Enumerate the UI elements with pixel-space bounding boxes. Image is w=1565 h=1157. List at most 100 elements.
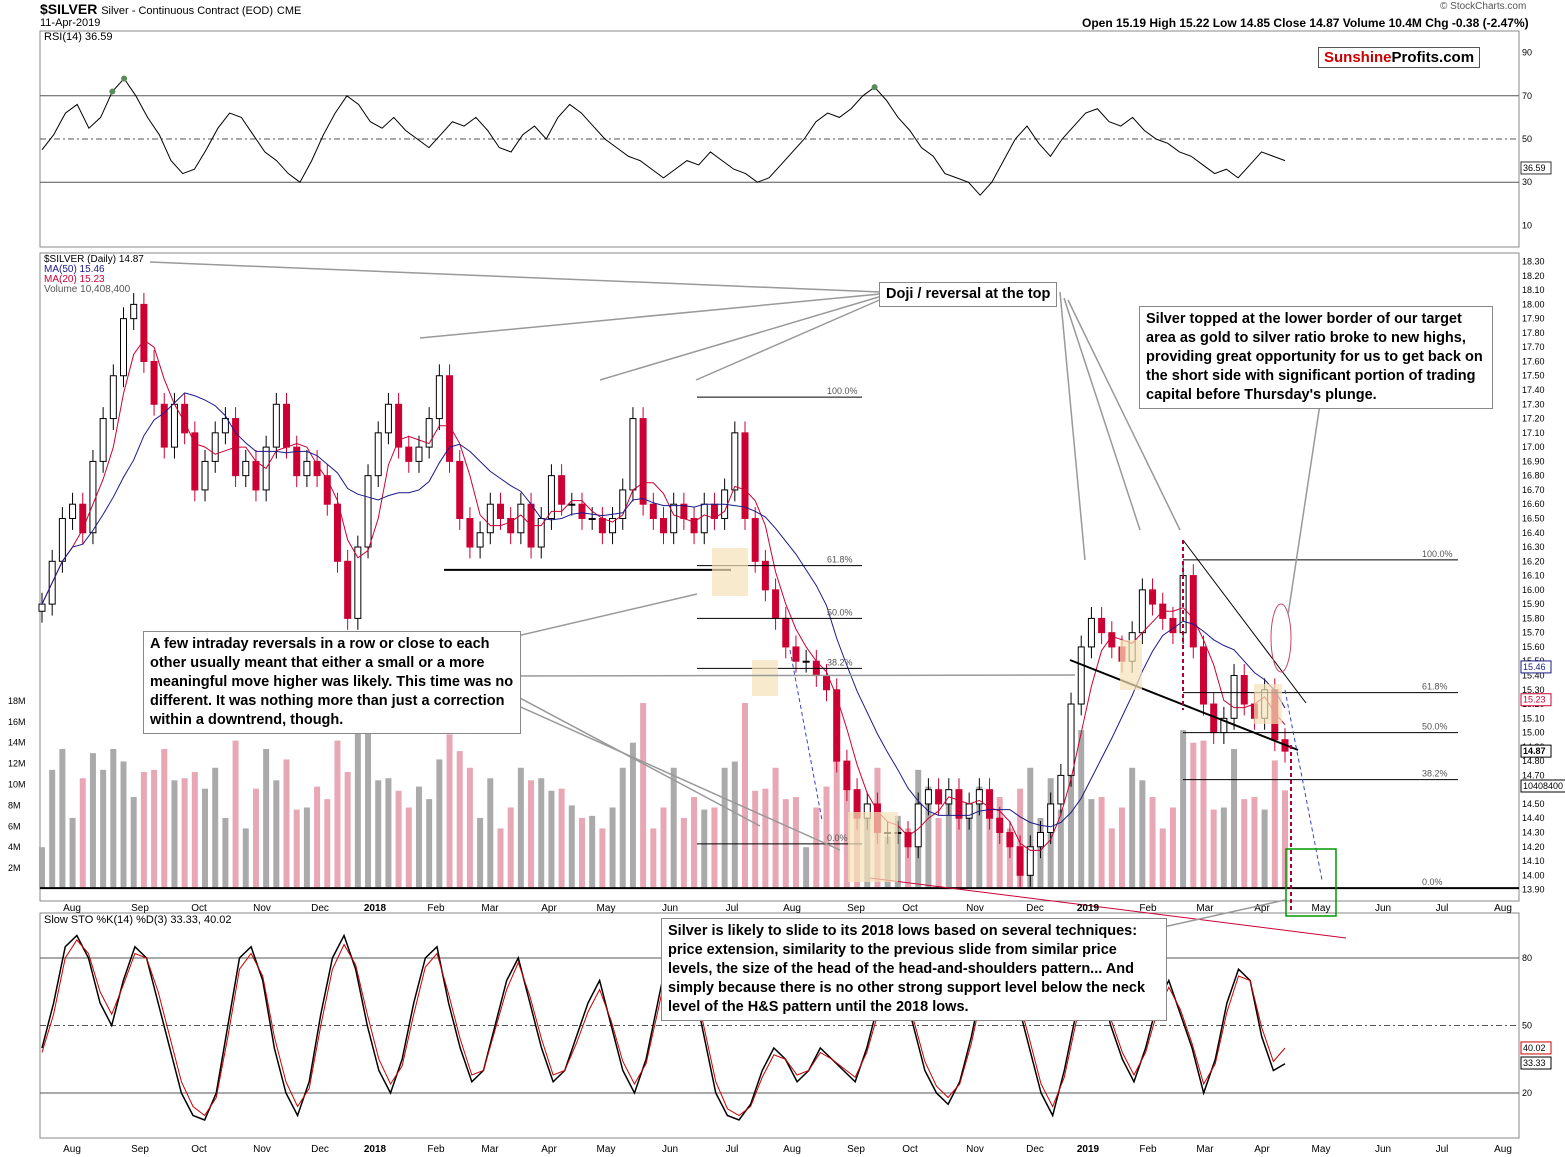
price-candle <box>476 532 484 548</box>
rsi-overbought-mark <box>871 84 878 91</box>
volume-bar <box>232 740 239 889</box>
volume-bar <box>69 817 76 889</box>
volume-bar <box>752 790 759 889</box>
price-candle <box>588 517 596 520</box>
price-candle <box>629 418 637 491</box>
price-candle <box>914 803 922 848</box>
sto-x-tick-label: 2019 <box>1077 1144 1100 1155</box>
annotation-pointer <box>695 297 885 381</box>
annotation-pointer <box>1287 403 1321 616</box>
volume-bar <box>548 790 555 889</box>
volume-bar <box>640 702 647 889</box>
price-candle <box>405 446 413 462</box>
annotation-pointer <box>599 295 883 381</box>
volume-tick-label: 12M <box>8 759 26 769</box>
price-candle <box>79 503 87 534</box>
rsi-value-label: 36.59 <box>1523 163 1546 173</box>
price-candle <box>1138 589 1146 634</box>
sto-x-tick-label: Jun <box>662 1144 678 1155</box>
volume-tick-label: 10M <box>8 780 26 790</box>
sto-title: Slow STO %K(14) %D(3) 33.33, 40.02 <box>44 914 232 926</box>
volume-bar <box>1149 797 1156 889</box>
price-candle <box>772 589 780 619</box>
annotation-pointer <box>1149 899 1286 931</box>
volume-bar <box>273 780 280 889</box>
volume-bar <box>89 753 96 889</box>
sto-x-tick-label: Jun <box>1375 1144 1391 1155</box>
sto-x-tick-label: Dec <box>1026 1144 1044 1155</box>
downtrend-line <box>1182 539 1307 704</box>
volume-tick-label: 6M <box>8 821 21 831</box>
price-candle <box>344 560 352 619</box>
volume-bar <box>1261 809 1268 889</box>
price-candle <box>741 432 749 519</box>
price-x-tick-label: Apr <box>1254 903 1270 914</box>
volume-bar <box>1098 797 1105 889</box>
price-candle <box>1087 617 1095 648</box>
price-candle <box>435 375 443 420</box>
price-tick-label: 15.60 <box>1522 642 1545 652</box>
volume-bar <box>905 828 912 889</box>
volume-bar <box>497 828 504 889</box>
sto-x-tick-label: Nov <box>966 1144 984 1155</box>
price-candle <box>833 689 841 762</box>
annotation-slide: Silver is likely to slide to its 2018 lo… <box>661 918 1167 1021</box>
volume-bar <box>1118 807 1125 889</box>
volume-bar <box>986 799 993 889</box>
price-candle <box>710 503 718 519</box>
price-candle <box>792 646 800 662</box>
annotation-intraday-reversals: A few intraday reversals in a row or clo… <box>143 631 521 734</box>
price-tick-label: 17.20 <box>1522 414 1545 424</box>
volume-bar <box>324 799 331 889</box>
volume-bar <box>171 780 178 889</box>
volume-bar <box>507 807 514 889</box>
price-candle <box>670 503 678 534</box>
price-candle <box>486 503 494 534</box>
price-candle <box>649 503 657 519</box>
volume-bar <box>222 817 229 889</box>
volume-bar <box>1200 740 1207 889</box>
price-x-tick-label: Sep <box>131 903 149 914</box>
price-x-tick-label: Aug <box>1494 903 1512 914</box>
price-candle <box>1169 617 1177 634</box>
volume-bar <box>385 778 392 889</box>
sto-x-tick-label: Sep <box>847 1144 865 1155</box>
volume-bar <box>415 786 422 889</box>
price-candle <box>1026 846 1034 876</box>
price-x-tick-label: Dec <box>1026 903 1044 914</box>
price-candle <box>252 460 260 491</box>
price-candle <box>935 789 943 805</box>
price-value-box <box>1520 779 1565 793</box>
price-candle <box>660 517 667 534</box>
price-candle <box>221 418 229 434</box>
price-candle <box>1199 646 1207 705</box>
price-candle <box>547 475 555 519</box>
price-candle <box>364 475 372 548</box>
price-tick-label: 14.70 <box>1522 770 1545 780</box>
price-candle <box>58 517 66 562</box>
volume-bar <box>599 828 606 889</box>
price-tick-label: 15.40 <box>1522 670 1545 680</box>
symbol-label: $SILVER <box>40 1 98 17</box>
price-value-label: 15.46 <box>1523 662 1546 672</box>
price-tick-label: 15.80 <box>1522 613 1545 623</box>
volume-bar <box>568 805 575 889</box>
sto-x-tick-label: Nov <box>253 1144 271 1155</box>
fib-right-label: 38.2% <box>1422 769 1448 779</box>
sto-tick-label: 50 <box>1522 1021 1532 1031</box>
volume-bar <box>670 767 677 889</box>
volume-tick-label: 16M <box>8 717 26 727</box>
volume-bar <box>252 788 259 889</box>
price-x-tick-label: Nov <box>966 903 984 914</box>
annotation-pointer <box>504 699 841 851</box>
volume-bar <box>303 807 310 889</box>
price-candle <box>517 503 525 534</box>
price-candle <box>150 360 158 405</box>
rsi-overbought-mark <box>121 75 128 82</box>
price-tick-label: 16.40 <box>1522 528 1545 538</box>
price-candle <box>802 660 810 663</box>
price-x-tick-label: 2018 <box>364 903 387 914</box>
volume-bar <box>151 769 158 889</box>
price-x-tick-label: Apr <box>541 903 557 914</box>
volume-bar <box>619 767 626 889</box>
